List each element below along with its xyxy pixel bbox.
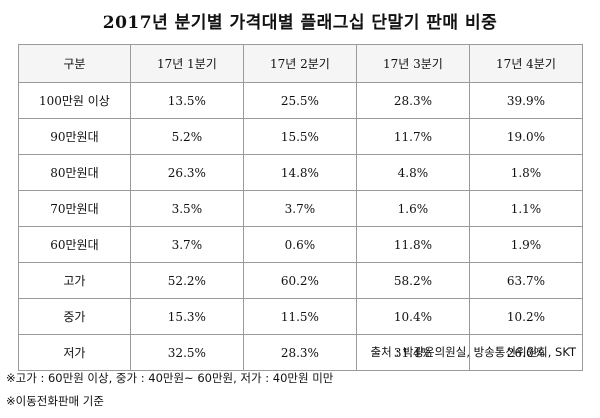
- row-label: 고가: [18, 262, 131, 299]
- share-cell: 25.5%: [242, 82, 357, 119]
- row-label: 중가: [18, 298, 131, 335]
- share-cell: 4.8%: [355, 154, 470, 191]
- share-cell: 3.5%: [129, 190, 244, 227]
- table-row: 90만원대 5.2% 15.5% 11.7% 19.0%: [18, 118, 584, 155]
- row-label: 저가: [18, 334, 131, 371]
- table-row: 80만원대 26.3% 14.8% 4.8% 1.8%: [18, 154, 584, 191]
- share-cell: 11.5%: [242, 298, 357, 335]
- table-row: 100만원 이상 13.5% 25.5% 28.3% 39.9%: [18, 82, 584, 119]
- share-cell: 58.2%: [355, 262, 470, 299]
- share-cell: 1.6%: [355, 190, 470, 227]
- row-label: 60만원대: [18, 226, 131, 263]
- share-cell: 26.0%: [468, 334, 584, 371]
- table-header-row: 구분 17년 1분기 17년 2분기 17년 3분기 17년 4분기: [18, 44, 584, 83]
- share-cell: 1.1%: [468, 190, 584, 227]
- share-cell: 28.3%: [242, 334, 357, 371]
- share-cell: 60.2%: [242, 262, 357, 299]
- quarter-header: 17년 4분기: [468, 44, 584, 83]
- share-cell: 10.4%: [355, 298, 470, 335]
- page-title: 2017년 분기별 가격대별 플래그십 단말기 판매 비중: [102, 13, 498, 33]
- quarter-header: 17년 1분기: [129, 44, 244, 83]
- quarter-header: 17년 3분기: [355, 44, 470, 83]
- share-cell: 11.7%: [355, 118, 470, 155]
- share-cell: 0.6%: [242, 226, 357, 263]
- row-label: 90만원대: [18, 118, 131, 155]
- share-cell: 13.5%: [129, 82, 244, 119]
- quarter-header: 17년 2분기: [242, 44, 357, 83]
- table-row: 60만원대 3.7% 0.6% 11.8% 1.9%: [18, 226, 584, 263]
- share-cell: 63.7%: [468, 262, 584, 299]
- share-cell: 28.3%: [355, 82, 470, 119]
- row-label: 100만원 이상: [18, 82, 131, 119]
- share-cell: 32.5%: [129, 334, 244, 371]
- share-cell: 31.4%: [355, 334, 470, 371]
- share-cell: 26.3%: [129, 154, 244, 191]
- table-row: 고가 52.2% 60.2% 58.2% 63.7%: [18, 262, 584, 299]
- row-label: 70만원대: [18, 190, 131, 227]
- footnote-price-ranges: ※고가 : 60만원 이상, 중가 : 40만원~ 60만원, 저가 : 40만…: [6, 371, 334, 385]
- share-cell: 3.7%: [242, 190, 357, 227]
- share-cell: 3.7%: [129, 226, 244, 263]
- table-row: 70만원대 3.5% 3.7% 1.6% 1.1%: [18, 190, 584, 227]
- share-cell: 52.2%: [129, 262, 244, 299]
- share-cell: 19.0%: [468, 118, 584, 155]
- share-cell: 15.3%: [129, 298, 244, 335]
- sales-share-table: 구분 17년 1분기 17년 2분기 17년 3분기 17년 4분기 100만원…: [18, 44, 584, 371]
- share-cell: 5.2%: [129, 118, 244, 155]
- share-cell: 15.5%: [242, 118, 357, 155]
- table-row: 중가 15.3% 11.5% 10.4% 10.2%: [18, 298, 584, 335]
- source-caption: 출처 : 박광온의원실, 방송통신위원회, SKT: [370, 345, 576, 359]
- share-cell: 1.9%: [468, 226, 584, 263]
- share-cell: 14.8%: [242, 154, 357, 191]
- row-label: 80만원대: [18, 154, 131, 191]
- share-cell: 39.9%: [468, 82, 584, 119]
- table-row: 저가 32.5% 28.3% 31.4% 26.0%: [18, 334, 584, 371]
- footnote-basis: ※이동전화판매 기준: [6, 394, 104, 408]
- share-cell: 1.8%: [468, 154, 584, 191]
- corner-header: 구분: [18, 44, 131, 83]
- share-cell: 10.2%: [468, 298, 584, 335]
- share-cell: 11.8%: [355, 226, 470, 263]
